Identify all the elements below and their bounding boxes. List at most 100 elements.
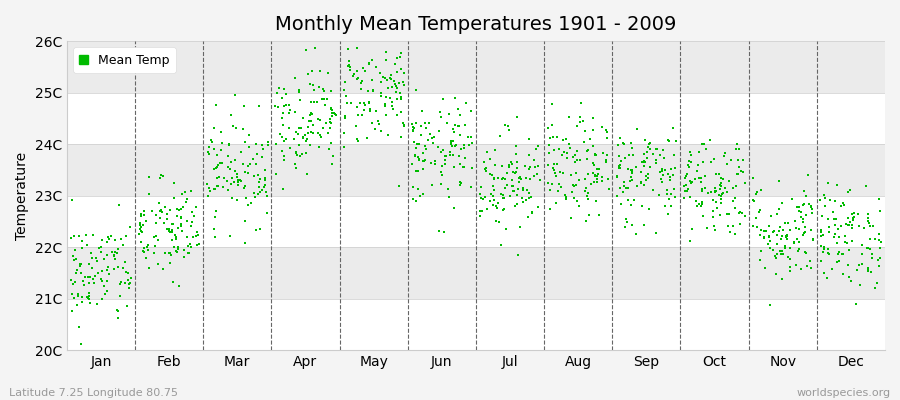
Point (570, 198, 584, 205)
Point (542, 142, 556, 148)
Point (641, 171, 655, 177)
Point (688, 197, 703, 204)
Point (454, 145, 469, 152)
Point (166, 221, 181, 228)
Point (269, 171, 284, 177)
Point (620, 219, 634, 225)
Point (815, 249, 830, 256)
Point (410, 153, 425, 160)
Point (437, 229, 452, 235)
Point (368, 126, 382, 132)
Point (829, 216, 843, 222)
Point (392, 80, 407, 87)
Point (486, 186, 500, 193)
Point (726, 223, 741, 229)
Point (862, 235, 877, 242)
Point (799, 212, 814, 218)
Point (132, 222, 147, 228)
Y-axis label: Temperature: Temperature (15, 152, 29, 240)
Point (624, 202, 638, 208)
Point (248, 194, 262, 200)
Point (379, 57, 393, 64)
Point (614, 201, 628, 207)
Point (191, 232, 205, 239)
Point (85, 255, 99, 261)
Point (100, 239, 114, 245)
Point (260, 138, 274, 145)
Point (796, 201, 811, 207)
Point (220, 178, 234, 184)
Point (83, 274, 97, 280)
Point (621, 165, 635, 172)
Point (344, 100, 358, 106)
Point (420, 137, 435, 143)
Point (560, 149, 574, 156)
Point (106, 253, 121, 260)
Point (274, 95, 289, 102)
Point (133, 220, 148, 226)
Point (794, 266, 808, 272)
Point (359, 135, 374, 141)
Point (549, 200, 563, 206)
Point (798, 224, 813, 230)
Point (508, 169, 523, 176)
Point (586, 143, 600, 149)
Point (792, 226, 806, 232)
Point (707, 185, 722, 191)
Point (94, 276, 108, 282)
Point (757, 228, 771, 234)
Point (456, 142, 471, 148)
Point (438, 153, 453, 159)
Point (139, 254, 153, 261)
Point (154, 207, 168, 214)
Point (791, 248, 806, 254)
Point (662, 171, 676, 177)
Point (369, 108, 383, 114)
Point (205, 139, 220, 145)
Point (649, 156, 663, 163)
Point (222, 166, 237, 172)
Point (216, 184, 230, 190)
Point (778, 220, 793, 226)
Point (428, 158, 443, 164)
Point (846, 210, 860, 216)
Point (317, 96, 331, 102)
Point (707, 188, 722, 194)
Point (829, 240, 843, 246)
Point (757, 234, 771, 241)
Point (73, 261, 87, 268)
Point (522, 190, 536, 196)
Point (873, 245, 887, 252)
Point (392, 54, 407, 60)
Point (167, 180, 182, 186)
Point (763, 238, 778, 244)
Point (238, 183, 253, 189)
Point (568, 152, 582, 158)
Point (708, 189, 723, 195)
Point (872, 196, 886, 202)
Point (411, 141, 426, 147)
Point (149, 212, 164, 219)
Point (275, 122, 290, 128)
Point (156, 173, 170, 180)
Point (220, 152, 235, 159)
Point (362, 60, 376, 67)
Point (389, 83, 403, 89)
Point (76, 238, 90, 244)
Point (414, 132, 428, 138)
Point (276, 138, 291, 144)
Point (283, 145, 297, 151)
Point (166, 243, 181, 250)
Point (380, 76, 394, 83)
Point (832, 258, 846, 264)
Point (714, 175, 728, 181)
Point (122, 224, 137, 230)
Point (306, 82, 320, 88)
Point (498, 122, 512, 128)
Point (761, 222, 776, 229)
Point (122, 281, 136, 288)
Point (717, 185, 732, 191)
Point (801, 172, 815, 178)
Point (238, 138, 252, 145)
Point (96, 256, 111, 262)
